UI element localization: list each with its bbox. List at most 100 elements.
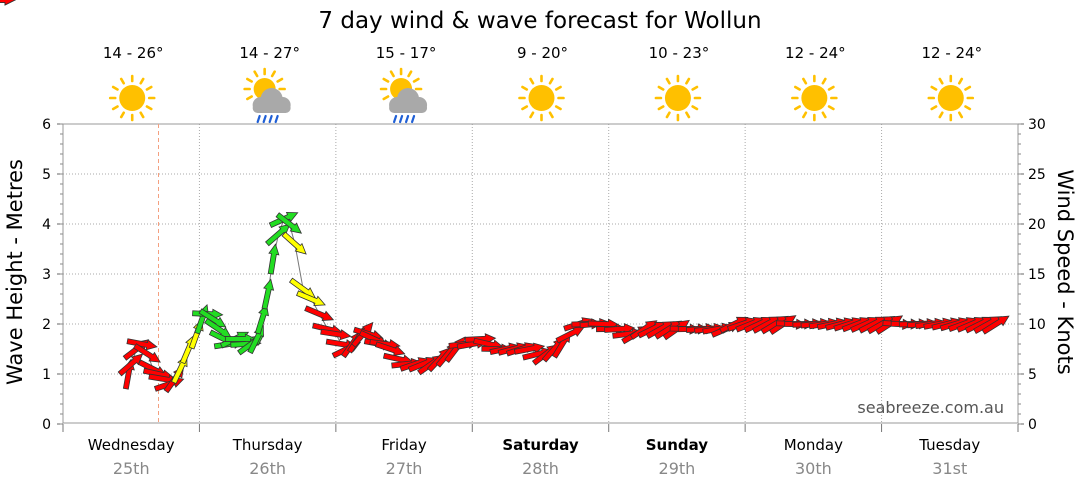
wind-arrow [254, 303, 269, 335]
rain-drop [256, 114, 261, 124]
day-name-label: Sunday [646, 436, 709, 454]
day-labels: Wednesday 25th Thursday 26th Friday 27th Satur… [62, 424, 1019, 478]
day-temp-range: 12 - 24° [785, 44, 846, 62]
sun-ray [412, 77, 420, 83]
wind-arrow [374, 341, 406, 356]
sun-ray [382, 95, 390, 101]
sun-disc [937, 85, 964, 111]
cloud-base [252, 103, 291, 113]
wind-arrow [265, 223, 291, 247]
sun-ray [665, 111, 671, 119]
right-tick-label: 15 [1028, 267, 1046, 283]
right-tick-label: 30 [1028, 117, 1046, 133]
sun-ray [521, 85, 529, 91]
day-date-label: 27th [386, 459, 423, 478]
sun-ray [389, 70, 395, 78]
sun-disc [528, 85, 555, 111]
sun-disc [119, 85, 146, 111]
day-name-label: Wednesday [88, 436, 175, 454]
sun-ray [270, 70, 276, 78]
sun-disc [801, 85, 828, 111]
right-tick-label: 25 [1028, 167, 1046, 183]
day-temp-range: 12 - 24° [921, 44, 982, 62]
sun-ray [119, 77, 126, 85]
sun-ray [691, 85, 699, 91]
day-name-label: Saturday [502, 436, 579, 454]
sun-ray [938, 111, 944, 119]
sun-ray [382, 77, 390, 83]
left-tick-label: 2 [42, 317, 51, 333]
rain-drop [274, 114, 279, 124]
sun-ray [554, 105, 562, 111]
day-forecast-headers: 14 - 26° 14 - 27° 15 - 17° 9 - 20° 10 - 23° 1… [103, 44, 982, 124]
left-tick-label: 5 [42, 167, 51, 183]
sun-ray [548, 77, 554, 85]
day-date-label: 28th [522, 459, 559, 478]
sun-ray [253, 70, 259, 78]
sun-ray [802, 111, 808, 119]
wind-arrow [117, 353, 144, 377]
wind-arrow [261, 278, 275, 310]
sun-ray [794, 85, 801, 91]
sun-icon [108, 74, 156, 122]
wind-arrow [198, 308, 227, 328]
left-tick-label: 0 [42, 417, 51, 433]
sun-ray [521, 105, 529, 111]
sun-ray [548, 111, 554, 119]
day-date-label: 30th [795, 459, 832, 478]
sun-ray [821, 77, 827, 85]
sun-ray [111, 105, 119, 111]
sun-ray [554, 85, 562, 91]
sun-ray [821, 111, 827, 119]
sun-ray [145, 85, 153, 91]
day-temp-range: 9 - 20° [517, 44, 568, 62]
sun-ray [529, 111, 535, 119]
grid-lines [63, 124, 1018, 424]
sun-disc [664, 85, 691, 111]
sun-ray [119, 111, 126, 119]
sun-ray [657, 105, 665, 111]
credit-text: seabreeze.com.au [857, 398, 1004, 417]
rain-drop [392, 114, 398, 124]
day-temp-range: 15 - 17° [376, 44, 437, 62]
sun-ray [111, 85, 119, 91]
rain-drop [268, 114, 273, 124]
day-date-label: 29th [659, 459, 696, 478]
cloud-base [389, 103, 428, 113]
right-axis-label: Wind Speed - Knots [1053, 169, 1077, 374]
sun-icon [518, 74, 565, 122]
sun-ray [957, 111, 964, 119]
right-tick-label: 0 [1028, 417, 1037, 433]
wind-arrow [275, 212, 303, 234]
sun-icon [927, 74, 975, 122]
rain-drop [262, 114, 267, 124]
sun-ray [930, 85, 938, 91]
left-tick-label: 1 [42, 367, 51, 383]
right-tick-label: 20 [1028, 217, 1046, 233]
wind-arrow [981, 315, 1010, 335]
sun-ray [145, 105, 153, 111]
wind-arrow [320, 328, 352, 341]
left-tick-label: 4 [42, 217, 51, 233]
wind-arrows [0, 0, 1010, 394]
right-tick-label: 10 [1028, 317, 1046, 333]
day-name-label: Friday [381, 436, 427, 454]
day-date-label: 31st [932, 459, 967, 478]
sun-ray [276, 77, 284, 83]
wind-arrow [555, 326, 585, 344]
sun-ray [964, 105, 972, 111]
sun-ray [657, 85, 665, 91]
left-y-axis: 0 1 2 3 4 5 6 [42, 117, 63, 433]
left-tick-label: 6 [42, 117, 51, 133]
day-name-label: Thursday [232, 436, 303, 454]
rain-drop [398, 114, 404, 124]
day-date-label: 26th [249, 459, 286, 478]
sun-ray [930, 105, 938, 111]
day-name-label: Tuesday [918, 436, 980, 454]
day-name-label: Monday [784, 436, 843, 454]
sun-ray [685, 77, 691, 85]
wave-height-trace [128, 218, 1005, 385]
sun-ray [246, 95, 253, 101]
wind-arrow [304, 305, 335, 321]
